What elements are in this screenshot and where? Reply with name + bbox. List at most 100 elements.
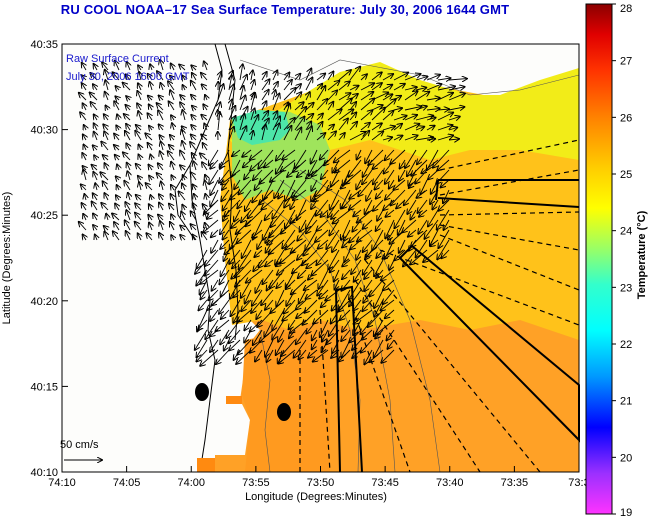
current-arrow: [272, 123, 280, 141]
current-arrow: [265, 259, 274, 266]
current-arrow: [425, 219, 439, 239]
current-arrow: [101, 142, 109, 151]
current-arrow: [441, 249, 450, 258]
current-arrow: [276, 149, 285, 161]
current-arrow: [94, 123, 97, 131]
current-arrow: [390, 149, 406, 164]
current-arrow: [170, 135, 174, 140]
current-arrow: [365, 199, 373, 214]
current-arrow: [318, 269, 329, 289]
current-arrow: [360, 92, 373, 101]
current-arrow: [312, 329, 318, 340]
current-arrow: [204, 259, 219, 276]
current-arrow: [387, 329, 395, 340]
current-arrow: [437, 113, 453, 121]
current-arrow: [193, 161, 196, 171]
current-arrow: [115, 204, 119, 211]
current-arrow: [389, 179, 395, 189]
current-arrow: [426, 139, 435, 140]
current-arrow: [388, 229, 395, 240]
current-arrow: [448, 87, 465, 90]
current-arrow: [362, 329, 373, 340]
current-arrow: [417, 149, 428, 164]
current-arrow: [371, 72, 382, 81]
current-arrow: [335, 279, 340, 290]
current-arrow: [357, 149, 361, 159]
current-arrow: [138, 111, 141, 121]
current-arrow: [103, 155, 108, 160]
current-arrow: [104, 226, 108, 230]
colorbar: [585, 3, 613, 515]
current-arrow: [448, 79, 467, 80]
current-arrow: [391, 189, 406, 205]
current-arrow: [191, 224, 197, 231]
current-arrow: [317, 279, 329, 296]
current-arrow: [197, 339, 208, 357]
current-arrow: [426, 84, 442, 91]
current-arrow: [159, 233, 163, 241]
current-arrow: [345, 169, 362, 184]
current-arrow: [220, 219, 230, 234]
current-arrow: [253, 329, 263, 345]
current-arrow: [443, 189, 450, 203]
current-arrow: [182, 76, 185, 80]
current-arrow: [306, 219, 318, 233]
current-arrow: [299, 349, 307, 359]
current-arrow: [308, 349, 318, 358]
current-arrow: [331, 209, 340, 219]
current-arrow: [252, 189, 263, 202]
current-arrow: [217, 84, 224, 101]
current-arrow: [261, 289, 274, 305]
y-tick-label: 40:35: [30, 39, 58, 51]
current-arrow: [229, 329, 241, 343]
current-arrow: [84, 125, 86, 130]
current-arrow: [353, 299, 362, 311]
current-arrow: [179, 65, 186, 71]
current-arrow: [383, 279, 395, 290]
current-arrow: [203, 104, 207, 111]
current-arrow: [124, 114, 131, 121]
current-arrow: [160, 135, 164, 140]
current-arrow: [246, 269, 263, 283]
current-arrow: [105, 70, 108, 81]
current-arrow: [191, 95, 196, 100]
current-arrow: [373, 199, 384, 211]
current-arrow: [191, 125, 196, 130]
current-arrow: [426, 108, 440, 110]
current-arrow: [381, 269, 395, 280]
current-arrow: [257, 239, 263, 249]
current-arrow: [448, 93, 465, 101]
current-arrow: [393, 116, 407, 121]
current-arrow: [159, 96, 163, 101]
current-arrow: [326, 329, 340, 344]
current-arrow: [201, 73, 208, 81]
current-arrow: [305, 69, 311, 81]
current-arrow: [306, 289, 318, 299]
current-arrow: [148, 96, 152, 100]
current-arrow: [338, 99, 352, 111]
current-arrow: [404, 91, 418, 101]
current-arrow: [316, 133, 325, 141]
current-arrow: [239, 96, 245, 111]
current-arrow: [377, 209, 384, 221]
current-arrow: [353, 319, 362, 335]
current-arrow: [291, 279, 307, 294]
current-arrow: [104, 114, 108, 121]
current-arrow: [349, 113, 356, 121]
current-arrow: [237, 229, 252, 243]
current-arrow: [338, 119, 348, 131]
current-arrow: [196, 349, 208, 361]
current-arrow: [138, 65, 141, 70]
current-arrow: [105, 92, 108, 101]
current-arrow: [126, 124, 130, 131]
current-arrow: [276, 339, 285, 355]
current-arrow: [136, 164, 142, 171]
current-arrow: [267, 349, 274, 362]
current-arrow: [180, 235, 185, 240]
current-arrow: [259, 329, 274, 342]
current-arrow: [94, 115, 97, 121]
current-arrow: [171, 115, 174, 120]
current-arrow: [430, 239, 439, 246]
current-arrow: [210, 179, 219, 195]
current-arrow: [200, 153, 208, 161]
